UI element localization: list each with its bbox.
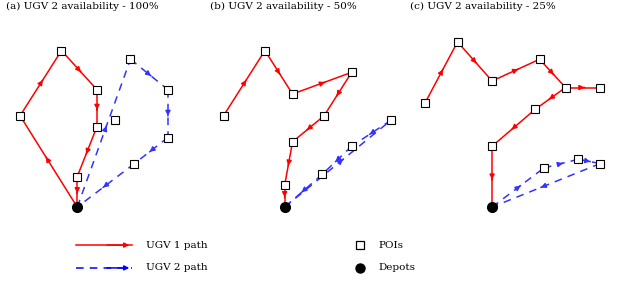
Text: Depots: Depots [379, 263, 416, 273]
Text: (a) UGV 2 availability - 100%: (a) UGV 2 availability - 100% [6, 1, 159, 11]
Text: POIs: POIs [379, 241, 404, 250]
Text: (b) UGV 2 availability - 50%: (b) UGV 2 availability - 50% [210, 1, 356, 11]
Text: (c) UGV 2 availability - 25%: (c) UGV 2 availability - 25% [410, 1, 556, 11]
Text: UGV 2 path: UGV 2 path [146, 263, 208, 273]
Text: UGV 1 path: UGV 1 path [146, 241, 208, 250]
